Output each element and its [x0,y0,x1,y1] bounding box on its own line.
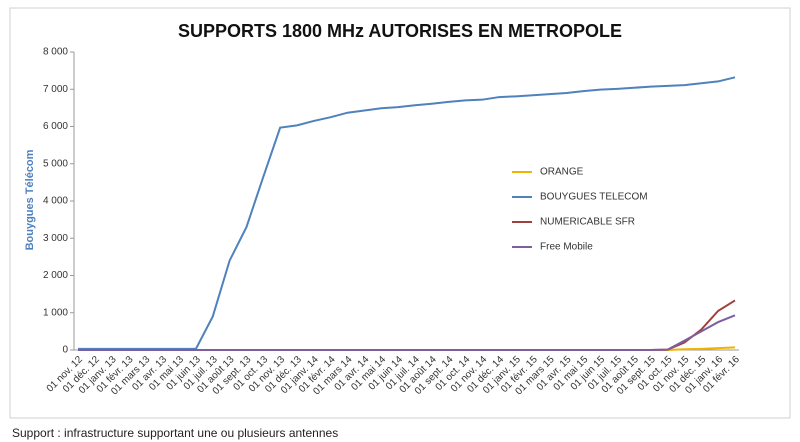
y-tick-label: 1 000 [43,307,68,318]
y-tick-label: 7 000 [43,84,68,95]
footnote: Support : infrastructure supportant une … [12,426,338,440]
y-tick-label: 6 000 [43,121,68,132]
y-tick-label: 8 000 [43,47,68,58]
legend-label: Free Mobile [540,242,593,253]
y-axis-label: Bouygues Télécom [24,149,36,250]
y-tick-label: 5 000 [43,158,68,169]
y-tick-label: 0 [62,345,68,356]
chart-title: SUPPORTS 1800 MHz AUTORISES EN METROPOLE [178,21,622,41]
y-tick-label: 3 000 [43,233,68,244]
series-line [78,76,736,350]
y-tick-label: 4 000 [43,196,68,207]
legend-label: NUMERICABLE SFR [540,217,635,228]
y-tick-label: 2 000 [43,270,68,281]
series-line [78,314,736,351]
legend-label: ORANGE [540,167,584,178]
legend-label: BOUYGUES TELECOM [540,192,648,203]
